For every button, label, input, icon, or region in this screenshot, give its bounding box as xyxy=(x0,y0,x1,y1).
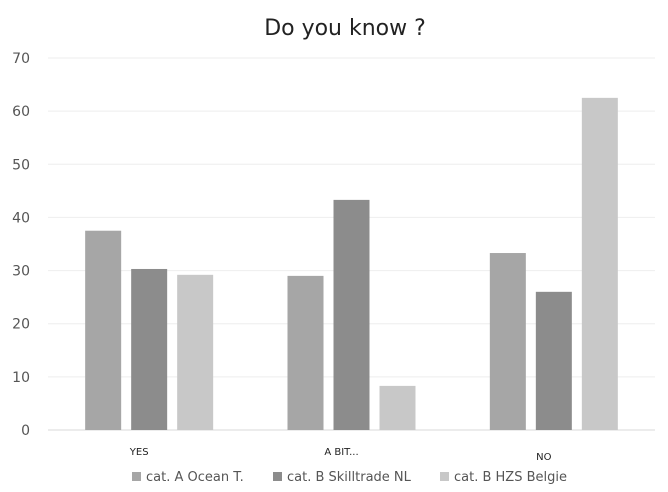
legend-label: cat. B Skilltrade NL xyxy=(287,470,412,485)
bar xyxy=(489,253,526,430)
bar xyxy=(177,274,214,430)
legend-swatch xyxy=(132,472,141,481)
y-tick-label: 0 xyxy=(21,423,30,439)
y-tick-label: 70 xyxy=(12,51,30,67)
y-tick-label: 20 xyxy=(12,317,30,333)
legend-label: cat. B HZS Belgie xyxy=(454,470,567,485)
legend: cat. A Ocean T. cat. B Skilltrade NL cat. … xyxy=(132,470,567,485)
bar xyxy=(333,199,370,430)
x-axis-labels: YES A BIT... NO xyxy=(129,447,552,463)
category-label: NO xyxy=(536,452,551,463)
y-axis-ticks: 0 10 20 30 40 50 60 70 xyxy=(12,51,30,439)
bar xyxy=(535,291,572,430)
chart-title: Do you know ? xyxy=(264,16,426,41)
legend-swatch xyxy=(273,472,282,481)
y-tick-label: 60 xyxy=(12,104,30,120)
legend-swatch xyxy=(440,472,449,481)
bars xyxy=(85,97,618,430)
category-label: YES xyxy=(129,447,149,458)
y-tick-label: 30 xyxy=(12,264,30,280)
bar xyxy=(287,275,324,430)
bar xyxy=(131,268,168,430)
y-tick-label: 50 xyxy=(12,157,30,173)
bar xyxy=(379,385,416,430)
category-label: A BIT... xyxy=(324,447,358,458)
legend-label: cat. A Ocean T. xyxy=(146,470,244,485)
bar xyxy=(581,97,618,430)
y-tick-label: 10 xyxy=(12,370,30,386)
y-tick-label: 40 xyxy=(12,210,30,226)
bar xyxy=(85,230,122,430)
